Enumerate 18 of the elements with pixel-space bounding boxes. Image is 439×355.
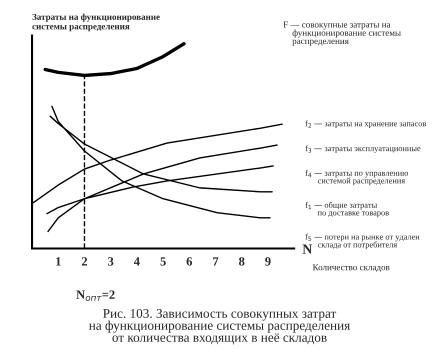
x-tick-label: 3 xyxy=(108,257,114,266)
text: f$_{2}$ — затраты на хранение запасов xyxy=(305,120,426,128)
text: f$_{4}$ — затраты по управлению системой распределения xyxy=(305,170,408,186)
x-tick-label: 2 xyxy=(82,257,88,266)
x-tick-label: 7 xyxy=(213,257,218,266)
x-tick-label: 5 xyxy=(160,257,166,266)
x-tick-label: 1 xyxy=(56,257,61,266)
annotation: F — совокупные затраты на функционирование системы распределения xyxy=(283,22,401,46)
x-tick-label: 8 xyxy=(239,257,244,266)
x-tick-label: 9 xyxy=(265,257,271,266)
x-axis-title: Количество складов xyxy=(312,264,390,272)
text: Рис. 103. Зависимость совокупных затрат на функционирование системы распределения от количества входящих в неё складов xyxy=(88,308,350,344)
x-tick-label: 6 xyxy=(186,257,192,266)
text: f$_{3}$ — затраты эксплуатационные xyxy=(305,145,420,153)
y-axis-title: Затраты на функционирование системы распределения xyxy=(32,14,160,32)
text: f$_{1}$ — общие затраты по доставке товаров xyxy=(305,202,389,218)
ref-line-label: N$_{опт}$=2 xyxy=(76,290,115,301)
x-tick-label: 4 xyxy=(134,257,140,266)
